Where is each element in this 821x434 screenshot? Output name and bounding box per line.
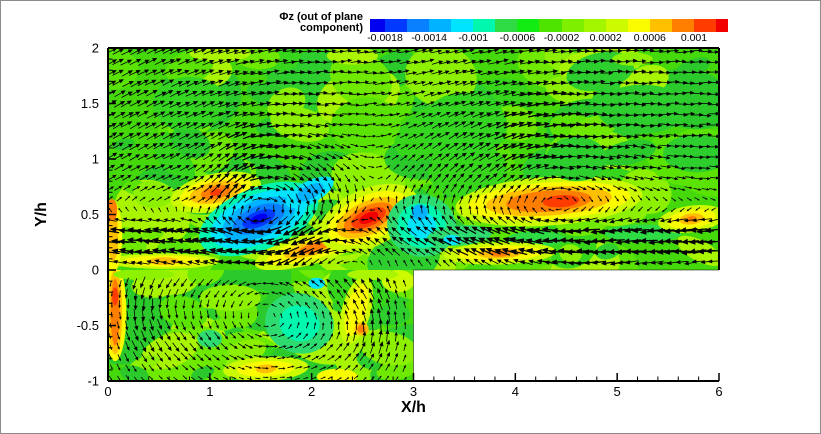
colorbar-tick-labels: -0.0018 -0.0014 -0.001 -0.0006 -0.0002 0.0002… bbox=[1, 32, 820, 44]
colorbar-segment bbox=[561, 19, 584, 32]
contour-blob bbox=[663, 134, 719, 173]
colorbar-segment bbox=[539, 19, 562, 32]
x-axis-title: X/h bbox=[401, 399, 426, 416]
contour-blob bbox=[113, 270, 175, 280]
y-tick-label: -0.5 bbox=[77, 318, 99, 333]
colorbar-tick-label: -0.001 bbox=[458, 32, 489, 44]
colorbar-segment bbox=[473, 19, 496, 32]
contour-blob bbox=[421, 92, 508, 159]
colorbar-segment bbox=[627, 19, 650, 32]
colorbar-title-line2: component) bbox=[300, 22, 363, 34]
step-outline bbox=[412, 269, 719, 381]
contour-blob bbox=[255, 364, 277, 374]
x-tick-label: 4 bbox=[512, 384, 519, 399]
colorbar-tick-label: 0.0006 bbox=[633, 32, 666, 44]
colorbar-segment bbox=[671, 19, 694, 32]
contour-blob bbox=[112, 287, 119, 306]
contour-blob bbox=[131, 275, 177, 298]
colorbar-tick-label: -0.0006 bbox=[499, 32, 536, 44]
colorbar-tick-label: -0.0002 bbox=[543, 32, 580, 44]
colorbar-segment bbox=[605, 19, 628, 32]
colorbar-title-line1: Φz (out of plane bbox=[279, 11, 363, 23]
x-tick-label: 2 bbox=[308, 384, 315, 399]
colorbar-segment bbox=[407, 19, 430, 32]
colorbar-segment bbox=[451, 19, 474, 32]
contour-blob bbox=[199, 284, 261, 312]
contour-blob bbox=[542, 194, 580, 208]
contour-blob bbox=[411, 204, 428, 221]
contour-blob bbox=[347, 270, 399, 280]
y-tick-label: 1 bbox=[92, 152, 99, 167]
y-tick-label: 0 bbox=[92, 263, 99, 278]
y-tick-label: 1.5 bbox=[81, 96, 99, 111]
colorbar bbox=[370, 19, 728, 32]
colorbar-title: Φz (out of plane component) bbox=[181, 12, 363, 34]
colorbar-tick-label: 0.0002 bbox=[589, 32, 622, 44]
colorbar-legend: Φz (out of plane component) -0.0018 -0.00… bbox=[1, 1, 820, 47]
x-tick-label: 0 bbox=[104, 384, 111, 399]
colorbar-segment bbox=[583, 19, 606, 32]
colorbar-tick-label: -0.0018 bbox=[367, 32, 403, 44]
contour-blob bbox=[596, 84, 689, 134]
contour-field-cavity bbox=[108, 270, 414, 381]
contour-blob bbox=[279, 305, 320, 342]
colorbar-segment bbox=[649, 19, 672, 32]
y-tick-label: -1 bbox=[87, 374, 99, 389]
vector-arrows bbox=[108, 48, 719, 381]
x-tick-label: 5 bbox=[614, 384, 621, 399]
y-tick-label: 2 bbox=[92, 41, 99, 56]
colorbar-segment bbox=[370, 19, 385, 32]
contour-blob bbox=[612, 52, 653, 66]
colorbar-tick-label: 0.001 bbox=[680, 32, 708, 44]
colorbar-segment bbox=[715, 19, 728, 32]
colorbar-segment bbox=[693, 19, 716, 32]
axis-labels: 0 1 2 3 4 5 6 -1 -0.5 0 0.5 1 1.5 2 X/h Y/h bbox=[33, 41, 723, 417]
contour-blob bbox=[359, 211, 379, 224]
axis-ticks bbox=[107, 47, 720, 382]
colorbar-segment bbox=[517, 19, 540, 32]
colorbar-segment bbox=[385, 19, 408, 32]
contour-blob bbox=[357, 324, 366, 333]
colorbar-tick-label: -0.0014 bbox=[411, 32, 447, 44]
x-tick-label: 1 bbox=[206, 384, 213, 399]
contour-blob bbox=[308, 277, 325, 289]
x-tick-label: 3 bbox=[410, 384, 417, 399]
contour-blob bbox=[108, 198, 118, 222]
x-tick-label: 6 bbox=[715, 384, 722, 399]
contour-blob bbox=[108, 212, 119, 262]
contour-blob bbox=[407, 212, 436, 239]
colorbar-segment bbox=[429, 19, 452, 32]
y-axis-title: Y/h bbox=[33, 202, 50, 227]
contour-blob bbox=[297, 241, 330, 254]
colorbar-segment bbox=[495, 19, 518, 32]
y-tick-label: 0.5 bbox=[81, 207, 99, 222]
